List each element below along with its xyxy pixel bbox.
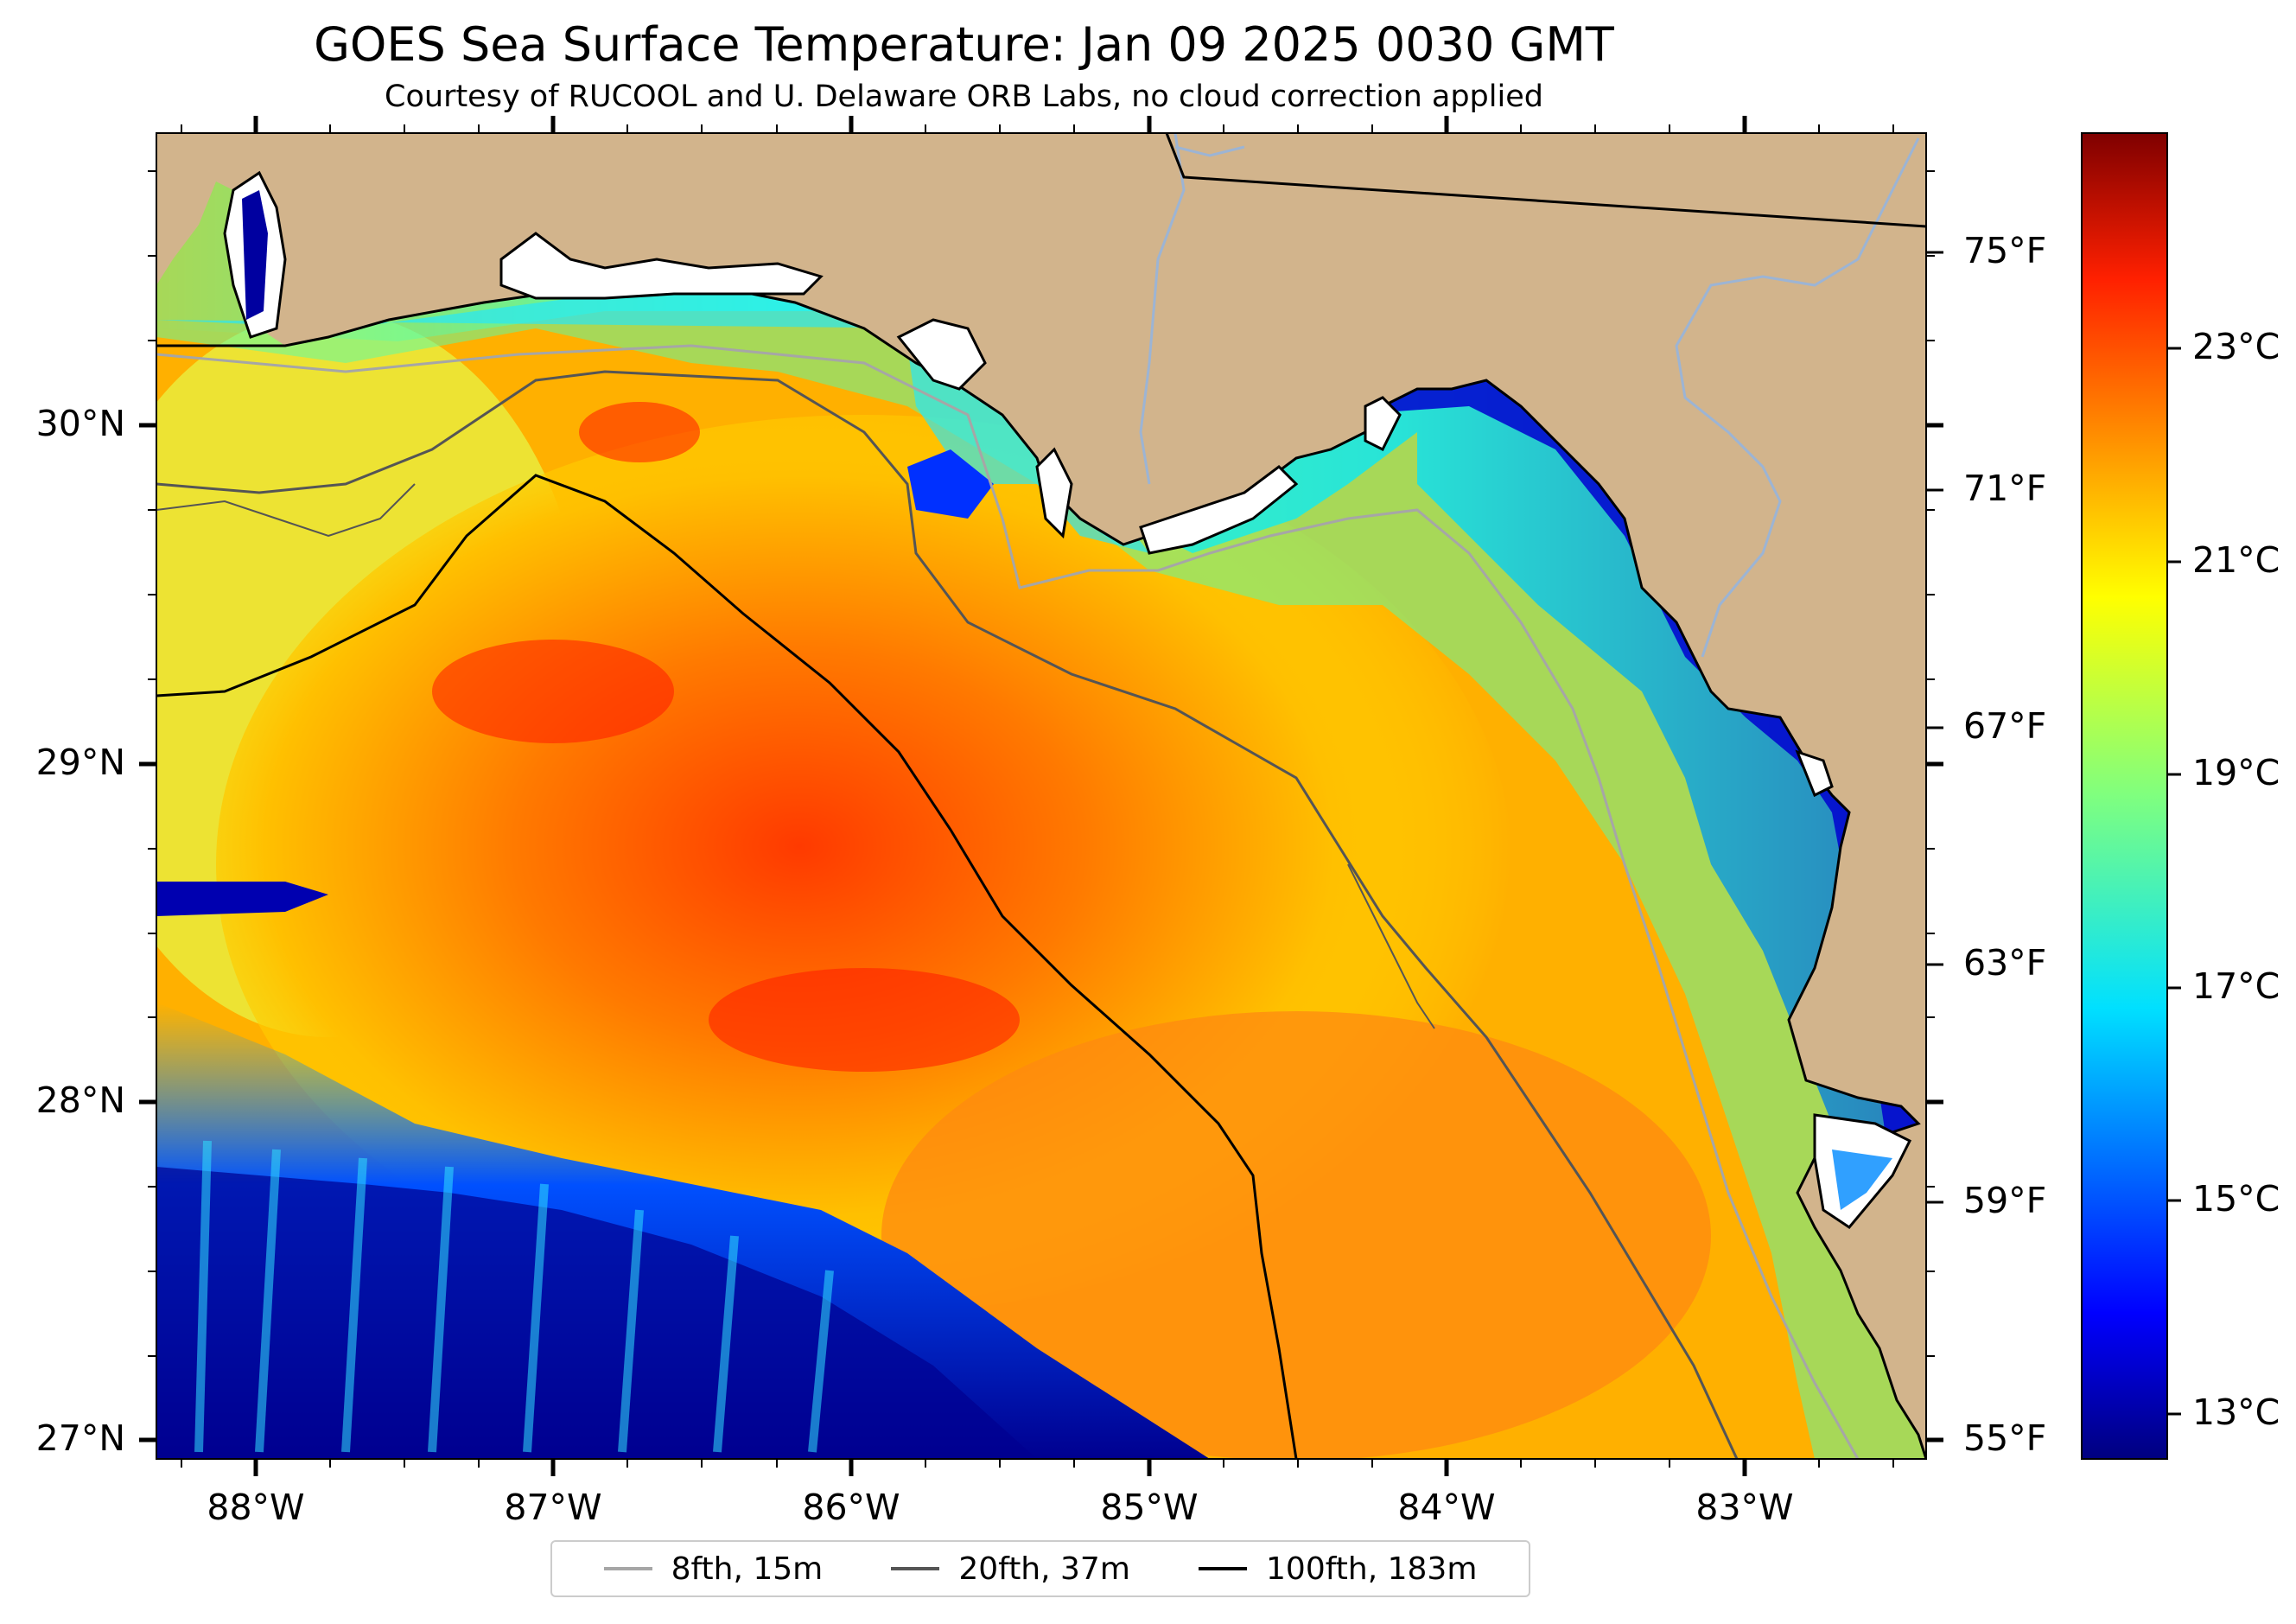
legend-label-20fth: 20fth, 37m <box>958 1551 1130 1587</box>
lon-label-88w: 88°W <box>207 1487 305 1528</box>
rivers <box>1139 133 1920 658</box>
lon-ticks <box>253 116 1747 1476</box>
fahrenheit-label-63: 63°F <box>1963 942 2047 984</box>
map-subtitle: Courtesy of RUCOOL and U. Delaware ORB L… <box>385 80 1543 114</box>
fahrenheit-label-55: 55°F <box>1963 1417 2047 1459</box>
lat-minor-ticks <box>148 170 1935 1357</box>
isobath-20fth-islands <box>1347 863 1435 1029</box>
legend-item-20fth: 20fth, 37m <box>891 1551 1130 1587</box>
colorbar-ticks <box>2167 347 2181 1416</box>
legend-line-20fth <box>891 1567 940 1570</box>
sst-panhandle-band <box>156 294 1149 553</box>
lon-label-87w: 87°W <box>504 1487 602 1528</box>
sst-nearshore <box>156 133 1926 1459</box>
isobath-20fth <box>156 370 1739 1459</box>
celsius-label-13: 13°C <box>2192 1392 2280 1433</box>
legend-line-100fth <box>1199 1567 1248 1570</box>
lat-label-27n: 27°N <box>35 1417 125 1459</box>
lon-label-84w: 84°W <box>1397 1487 1496 1528</box>
sst-southeast-warm <box>881 1011 1711 1459</box>
colorbar <box>2081 132 2168 1460</box>
legend-label-100fth: 100fth, 183m <box>1266 1551 1478 1587</box>
state-border <box>1165 133 1926 228</box>
lon-minor-ticks <box>181 124 1894 1468</box>
legend-item-8fth: 8fth, 15m <box>603 1551 824 1587</box>
lat-label-28n: 28°N <box>35 1079 125 1121</box>
lon-label-85w: 85°W <box>1100 1487 1199 1528</box>
mobile-bay-water <box>242 190 268 320</box>
fahrenheit-label-67: 67°F <box>1963 705 2047 747</box>
sst-red-patches <box>432 402 1020 1072</box>
sst-west-cold-tongue <box>156 882 328 916</box>
celsius-label-19: 19°C <box>2192 752 2280 793</box>
isobath-100fth <box>156 474 1298 1459</box>
fahrenheit-label-59: 59°F <box>1963 1180 2047 1221</box>
sst-bay-cold <box>907 449 994 519</box>
celsius-label-17: 17°C <box>2192 965 2280 1007</box>
legend-line-8fth <box>603 1567 652 1570</box>
sst-striations <box>194 1140 834 1453</box>
sst-map <box>156 133 1926 1459</box>
celsius-label-23: 23°C <box>2192 326 2280 367</box>
lat-label-30n: 30°N <box>35 403 125 444</box>
fahrenheit-ticks <box>1926 251 1943 1442</box>
legend-item-100fth: 100fth, 183m <box>1199 1551 1477 1587</box>
legend-label-8fth: 8fth, 15m <box>671 1551 824 1587</box>
celsius-label-15: 15°C <box>2192 1178 2280 1220</box>
fahrenheit-label-71: 71°F <box>1963 468 2047 509</box>
lat-label-29n: 29°N <box>35 742 125 783</box>
map-title: GOES Sea Surface Temperature: Jan 09 202… <box>314 17 1614 72</box>
tampa-bay-water <box>1832 1150 1892 1210</box>
isobath-8fth <box>156 344 1860 1459</box>
map-frame <box>156 132 1927 1460</box>
celsius-label-21: 21°C <box>2192 539 2280 581</box>
isobath-legend: 8fth, 15m 20fth, 37m 100fth, 183m <box>550 1540 1530 1597</box>
land-mass <box>156 133 1926 1459</box>
lon-label-83w: 83°W <box>1695 1487 1794 1528</box>
isobath-20fth-west <box>156 483 416 538</box>
lon-label-86w: 86°W <box>802 1487 900 1528</box>
fahrenheit-label-75: 75°F <box>1963 230 2047 271</box>
